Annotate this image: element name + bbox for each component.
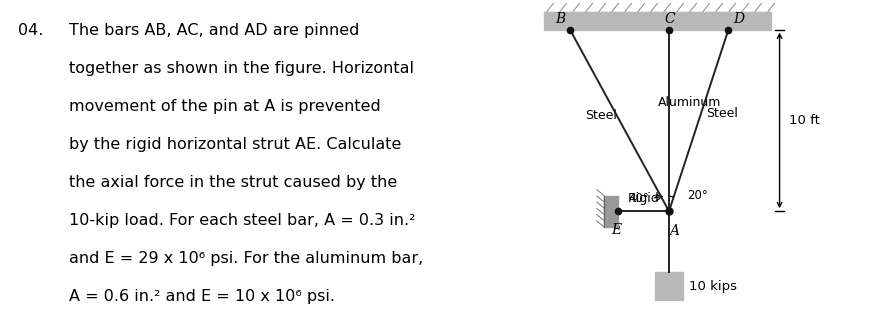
Text: 04.: 04.: [18, 23, 43, 38]
Bar: [654, 272, 682, 300]
Text: The bars AB, AC, and AD are pinned: The bars AB, AC, and AD are pinned: [69, 23, 358, 38]
Text: Aluminum: Aluminum: [657, 96, 721, 109]
Text: together as shown in the figure. Horizontal: together as shown in the figure. Horizon…: [69, 61, 413, 76]
Text: 10 kips: 10 kips: [688, 280, 736, 293]
Text: Steel: Steel: [705, 107, 738, 120]
Bar: [603, 195, 617, 227]
Text: B: B: [555, 13, 565, 26]
Text: and E = 29 x 10⁶ psi. For the aluminum bar,: and E = 29 x 10⁶ psi. For the aluminum b…: [69, 251, 423, 266]
Text: 10 ft: 10 ft: [788, 114, 819, 127]
Text: Steel: Steel: [585, 109, 617, 122]
Text: by the rigid horizontal strut AE. Calculate: by the rigid horizontal strut AE. Calcul…: [69, 137, 401, 152]
Text: movement of the pin at A is prevented: movement of the pin at A is prevented: [69, 99, 380, 114]
Text: Rigid: Rigid: [627, 192, 659, 205]
Text: 40°: 40°: [628, 192, 648, 205]
Text: C: C: [663, 13, 674, 26]
Text: 20°: 20°: [687, 189, 707, 202]
Text: 10-kip load. For each steel bar, A = 0.3 in.²: 10-kip load. For each steel bar, A = 0.3…: [69, 213, 415, 228]
Text: the axial force in the strut caused by the: the axial force in the strut caused by t…: [69, 175, 396, 190]
Text: D: D: [732, 13, 743, 26]
Text: A = 0.6 in.² and E = 10 x 10⁶ psi.: A = 0.6 in.² and E = 10 x 10⁶ psi.: [69, 289, 334, 304]
Bar: [543, 12, 771, 30]
Text: E: E: [611, 223, 620, 237]
Text: A: A: [668, 224, 679, 238]
